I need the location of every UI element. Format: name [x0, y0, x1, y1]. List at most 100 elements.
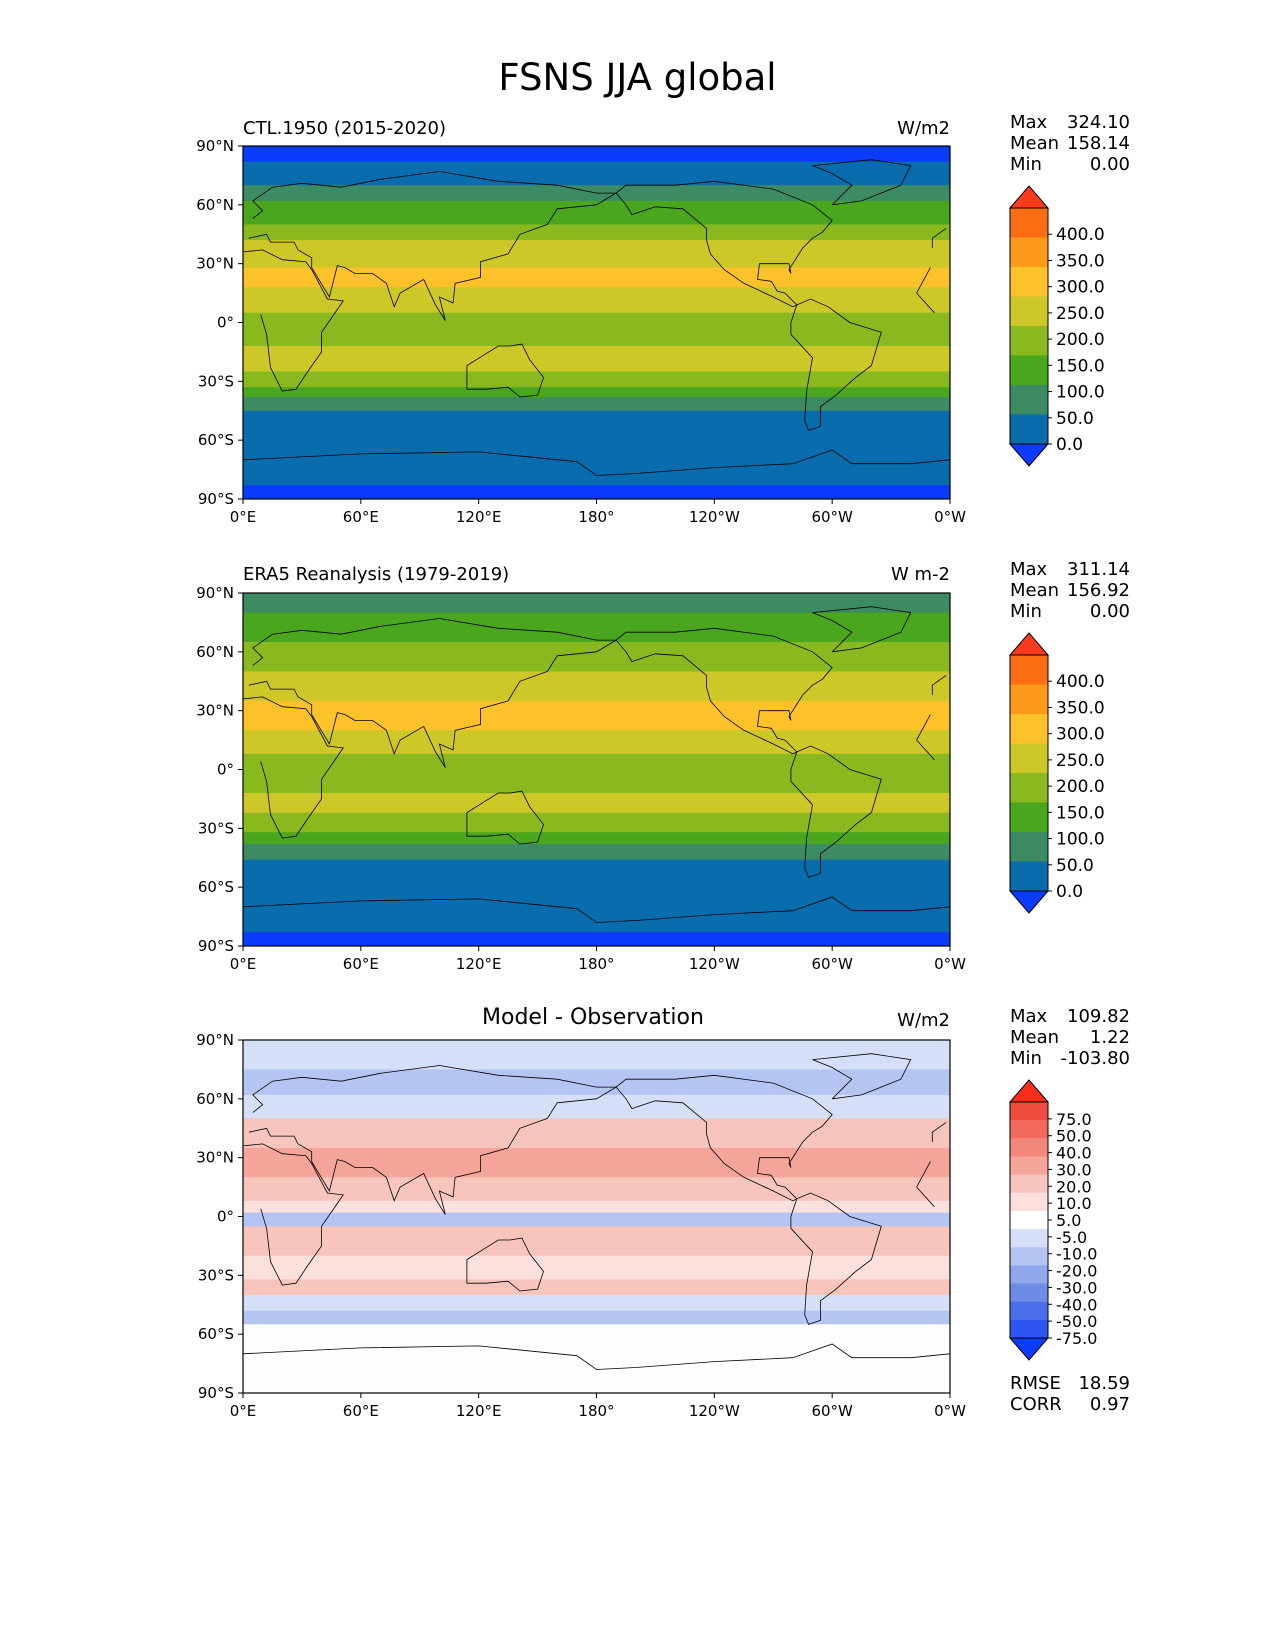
panel-3-coastline-antarctica [243, 1343, 950, 1370]
panel-1-band [243, 146, 950, 163]
panel-3-field [243, 1040, 950, 1393]
panel-2-coastline-samerica [790, 745, 882, 878]
panel-1-band [243, 397, 950, 412]
colorbar-1-tick-label: 300.0 [1056, 278, 1105, 298]
colorbar-3-tick-label: -50.0 [1056, 1312, 1097, 1331]
panel-1-lon-tick-label: 120°W [689, 508, 740, 526]
panel-2-coastline-africa [916, 714, 931, 741]
colorbar-3-tick-label: 75.0 [1056, 1110, 1092, 1129]
colorbar-1-segment [1010, 267, 1048, 297]
panel-3-band [243, 1212, 950, 1227]
panel-1-coastline-africa [916, 292, 935, 313]
panel-3-band [243, 1177, 950, 1202]
panel-2-map: 90°N 60°N 30°N 0° 30°S 60°S 90°S0°E 60°E 120°E 18… [196, 584, 966, 973]
panel-2-lat-tick-label: 60°S [198, 878, 234, 896]
colorbar-2-frame [1009, 654, 1049, 892]
panel-1-lat-tick-label: 30°S [198, 372, 234, 390]
panel-3-mean-label: Mean [1010, 1027, 1060, 1048]
panel-1-band [243, 371, 950, 388]
panel-1-coastline-eurasia [248, 171, 618, 321]
panel-2-band [243, 671, 950, 702]
rmse-label: RMSE [1010, 1373, 1061, 1394]
panel-2-colorbar: 400.0 350.0 300.0 250.0 200.0 150.0 100.0 50.0 0… [1008, 632, 1105, 914]
panel-2-lat-tick-label: 90°S [198, 937, 234, 955]
panel-3-coastline-africa [916, 1186, 935, 1207]
colorbar-1-lower-extension [1008, 443, 1050, 467]
colorbar-3-segment [1010, 1210, 1048, 1230]
panel-1-max-value: 324.10 [1067, 112, 1130, 133]
panel-3-colorbar: 75.050.040.030.020.010.05.0-5.0-10.0-20.… [1008, 1079, 1097, 1361]
panel-3-lon-tick-label: 60°E [343, 1402, 379, 1420]
panel-1-band [243, 240, 950, 269]
panel-3-lat-tick-label: 0° [217, 1208, 234, 1226]
colorbar-3-tick-label: 5.0 [1056, 1211, 1081, 1230]
panel-2-coastline-antarctica [243, 896, 950, 923]
panel-3-lat-tick-label: 30°S [198, 1266, 234, 1284]
panel-1-coastline-australia [466, 343, 544, 398]
colorbar-1-tick-label: 150.0 [1056, 356, 1105, 376]
colorbar-3-tick-label: -5.0 [1056, 1228, 1087, 1247]
panel-3-coastline-greenland [812, 1053, 912, 1100]
colorbar-3-tick-label: -10.0 [1056, 1245, 1097, 1264]
colorbar-2-segment [1010, 743, 1048, 774]
panel-3-band [243, 1279, 950, 1296]
colorbar-3-segment [1010, 1229, 1048, 1248]
panel-2-band [243, 793, 950, 814]
colorbar-3-tick-label: -75.0 [1056, 1329, 1097, 1348]
panel-3-lon-tick-label: 180° [578, 1402, 614, 1420]
panel-1-lat-tick-label: 0° [217, 314, 234, 332]
panel-3-lon-tick-label: 0°E [230, 1402, 257, 1420]
panel-2-min-value: 0.00 [1089, 601, 1130, 622]
panel-1-lat-tick-label: 90°S [198, 490, 234, 508]
colorbar-1-segment [1010, 355, 1048, 386]
panel-1-mean-value: 158.14 [1067, 133, 1130, 154]
colorbar-1-tick-label: 0.0 [1056, 435, 1083, 455]
panel-1-coastline-greenland [812, 159, 912, 206]
colorbar-1-tick-label: 250.0 [1056, 304, 1105, 324]
panel-2-band [243, 612, 950, 643]
panel-2-lon-tick-label: 60°E [343, 955, 379, 973]
colorbar-2-segment [1010, 655, 1048, 685]
panel-2-coastline-africa [916, 739, 935, 760]
panel-3-band [243, 1069, 950, 1096]
colorbar-3-tick-label: -20.0 [1056, 1262, 1097, 1281]
colorbar-2-segment [1010, 773, 1048, 803]
colorbar-3-tick-label: 20.0 [1056, 1177, 1092, 1196]
panel-3-lat-tick-label: 60°S [198, 1325, 234, 1343]
panel-3-min-value: -103.80 [1060, 1048, 1130, 1069]
panel-2-min-label: Min [1010, 601, 1042, 622]
colorbar-1-segment [1010, 208, 1048, 238]
colorbar-2-tick-label: 350.0 [1056, 698, 1105, 718]
panel-2-lon-tick-label: 180° [578, 955, 614, 973]
panel-2-band [243, 932, 950, 946]
panel-1-lon-tick-label: 180° [578, 508, 614, 526]
colorbar-3-tick-label: -40.0 [1056, 1295, 1097, 1314]
colorbar-1-tick-label: 400.0 [1056, 225, 1105, 245]
colorbar-2-segment [1010, 861, 1048, 892]
panel-1-coastline-antarctica [243, 449, 950, 476]
panel-2-lon-tick-label: 120°W [689, 955, 740, 973]
colorbar-1-tick-label: 50.0 [1056, 409, 1094, 429]
panel-2-coastline-australia [466, 790, 544, 845]
panel-2-field [243, 593, 950, 946]
panel-3-lat-tick-label: 30°N [196, 1149, 234, 1167]
panel-2-units: W m-2 [890, 564, 950, 585]
colorbar-2-upper-extension [1008, 632, 1050, 656]
panel-2-lat-tick-label: 30°N [196, 702, 234, 720]
panel-2-mean-label: Mean [1010, 580, 1060, 601]
panel-1-band [243, 312, 950, 347]
corr-value: 0.97 [1089, 1394, 1130, 1415]
panel-1-lon-tick-label: 0°W [934, 508, 966, 526]
panel-1-left-label: CTL.1950 (2015-2020) [243, 118, 447, 139]
panel-2-lon-tick-label: 0°W [934, 955, 966, 973]
panel-2-band [243, 753, 950, 794]
panel-1-lon-tick-label: 120°E [456, 508, 502, 526]
panel-2-lon-tick-label: 120°E [456, 955, 502, 973]
panel-1-coastline-africa [243, 249, 344, 392]
panel-3-map: 90°N 60°N 30°N 0° 30°S 60°S 90°S0°E 60°E 120°E 18… [196, 1031, 966, 1420]
panel-1-band [243, 410, 950, 486]
colorbar-1-tick-label: 350.0 [1056, 251, 1105, 271]
panel-2-lon-tick-label: 0°E [230, 955, 257, 973]
colorbar-1-segment [1010, 326, 1048, 356]
